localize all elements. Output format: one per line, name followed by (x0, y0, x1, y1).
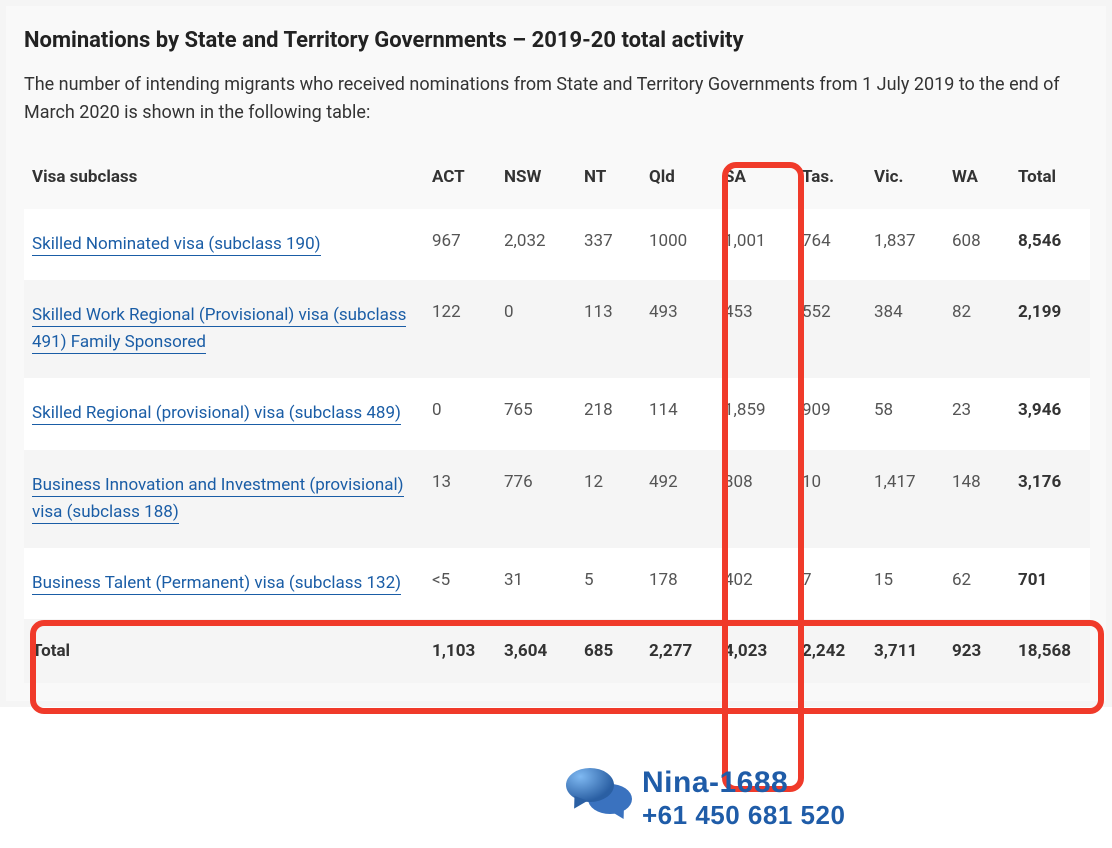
cell-value: 0 (424, 378, 496, 449)
cell-value: 31 (496, 548, 576, 619)
cell-value: 10 (794, 450, 866, 548)
footer-value: 2,242 (794, 619, 866, 683)
cell-value: 765 (496, 378, 576, 449)
cell-value: 15 (866, 548, 944, 619)
cell-value: 178 (641, 548, 716, 619)
page-title: Nominations by State and Territory Gover… (24, 28, 1088, 53)
cell-value: 3,176 (1010, 450, 1090, 548)
col-header-qld: Qld (641, 145, 716, 209)
col-header-total: Total (1010, 145, 1090, 209)
cell-value: 701 (1010, 548, 1090, 619)
cell-value: 82 (944, 280, 1010, 378)
table-row: Business Talent (Permanent) visa (subcla… (24, 548, 1090, 619)
cell-value: 218 (576, 378, 641, 449)
cell-value: 5 (576, 548, 641, 619)
cell-value: 58 (866, 378, 944, 449)
footer-value: 1,103 (424, 619, 496, 683)
cell-value: 453 (716, 280, 794, 378)
cell-value: 608 (944, 209, 1010, 280)
col-header-act: ACT (424, 145, 496, 209)
cell-value: 337 (576, 209, 641, 280)
cell-value: 0 (496, 280, 576, 378)
cell-value: 384 (866, 280, 944, 378)
visa-link[interactable]: Business Talent (Permanent) visa (subcla… (32, 573, 401, 595)
visa-link[interactable]: Skilled Regional (provisional) visa (sub… (32, 403, 401, 425)
chat-bubbles-icon (566, 768, 636, 828)
cell-value: 1000 (641, 209, 716, 280)
footer-value: 3,711 (866, 619, 944, 683)
nominations-table: Visa subclassACTNSWNTQldSATas.Vic.WATota… (24, 145, 1090, 683)
table-row: Business Innovation and Investment (prov… (24, 450, 1090, 548)
cell-value: 23 (944, 378, 1010, 449)
col-header-nt: NT (576, 145, 641, 209)
cell-value: 1,001 (716, 209, 794, 280)
footer-value: 4,023 (716, 619, 794, 683)
footer-value: 2,277 (641, 619, 716, 683)
watermark-name: Nina-1688 (642, 766, 845, 801)
cell-value: 764 (794, 209, 866, 280)
table-row: Skilled Nominated visa (subclass 190) 967… (24, 209, 1090, 280)
cell-visa-label: Business Talent (Permanent) visa (subcla… (24, 548, 424, 619)
col-header-vic: Vic. (866, 145, 944, 209)
cell-value: 909 (794, 378, 866, 449)
col-header-wa: WA (944, 145, 1010, 209)
footer-value: 18,568 (1010, 619, 1090, 683)
cell-value: 308 (716, 450, 794, 548)
watermark-phone: +61 450 681 520 (642, 801, 845, 831)
col-header-nsw: NSW (496, 145, 576, 209)
content-panel: Nominations by State and Territory Gover… (6, 6, 1106, 701)
cell-value: 402 (716, 548, 794, 619)
cell-value: <5 (424, 548, 496, 619)
cell-value: 148 (944, 450, 1010, 548)
intro-text: The number of intending migrants who rec… (24, 71, 1088, 127)
cell-value: 2,032 (496, 209, 576, 280)
cell-value: 7 (794, 548, 866, 619)
footer-label: Total (24, 619, 424, 683)
footer-value: 3,604 (496, 619, 576, 683)
cell-value: 113 (576, 280, 641, 378)
cell-value: 8,546 (1010, 209, 1090, 280)
visa-link[interactable]: Skilled Work Regional (Provisional) visa… (32, 305, 406, 354)
cell-value: 3,946 (1010, 378, 1090, 449)
cell-value: 967 (424, 209, 496, 280)
footer-value: 923 (944, 619, 1010, 683)
col-header-tas: Tas. (794, 145, 866, 209)
watermark: Nina-1688 +61 450 681 520 (566, 766, 845, 830)
cell-value: 2,199 (1010, 280, 1090, 378)
cell-value: 122 (424, 280, 496, 378)
col-header-visa: Visa subclass (24, 145, 424, 209)
table-row: Skilled Work Regional (Provisional) visa… (24, 280, 1090, 378)
cell-visa-label: Business Innovation and Investment (prov… (24, 450, 424, 548)
table-row: Skilled Regional (provisional) visa (sub… (24, 378, 1090, 449)
cell-value: 776 (496, 450, 576, 548)
table-total-row: Total1,1033,6046852,2774,0232,2423,71192… (24, 619, 1090, 683)
table-header-row: Visa subclassACTNSWNTQldSATas.Vic.WATota… (24, 145, 1090, 209)
cell-value: 492 (641, 450, 716, 548)
cell-value: 62 (944, 548, 1010, 619)
cell-value: 552 (794, 280, 866, 378)
cell-visa-label: Skilled Regional (provisional) visa (sub… (24, 378, 424, 449)
cell-value: 13 (424, 450, 496, 548)
cell-value: 1,859 (716, 378, 794, 449)
footer-value: 685 (576, 619, 641, 683)
cell-value: 12 (576, 450, 641, 548)
visa-link[interactable]: Skilled Nominated visa (subclass 190) (32, 234, 321, 256)
cell-value: 493 (641, 280, 716, 378)
cell-value: 114 (641, 378, 716, 449)
cell-value: 1,837 (866, 209, 944, 280)
col-header-sa: SA (716, 145, 794, 209)
visa-link[interactable]: Business Innovation and Investment (prov… (32, 475, 404, 524)
cell-visa-label: Skilled Work Regional (Provisional) visa… (24, 280, 424, 378)
cell-value: 1,417 (866, 450, 944, 548)
cell-visa-label: Skilled Nominated visa (subclass 190) (24, 209, 424, 280)
